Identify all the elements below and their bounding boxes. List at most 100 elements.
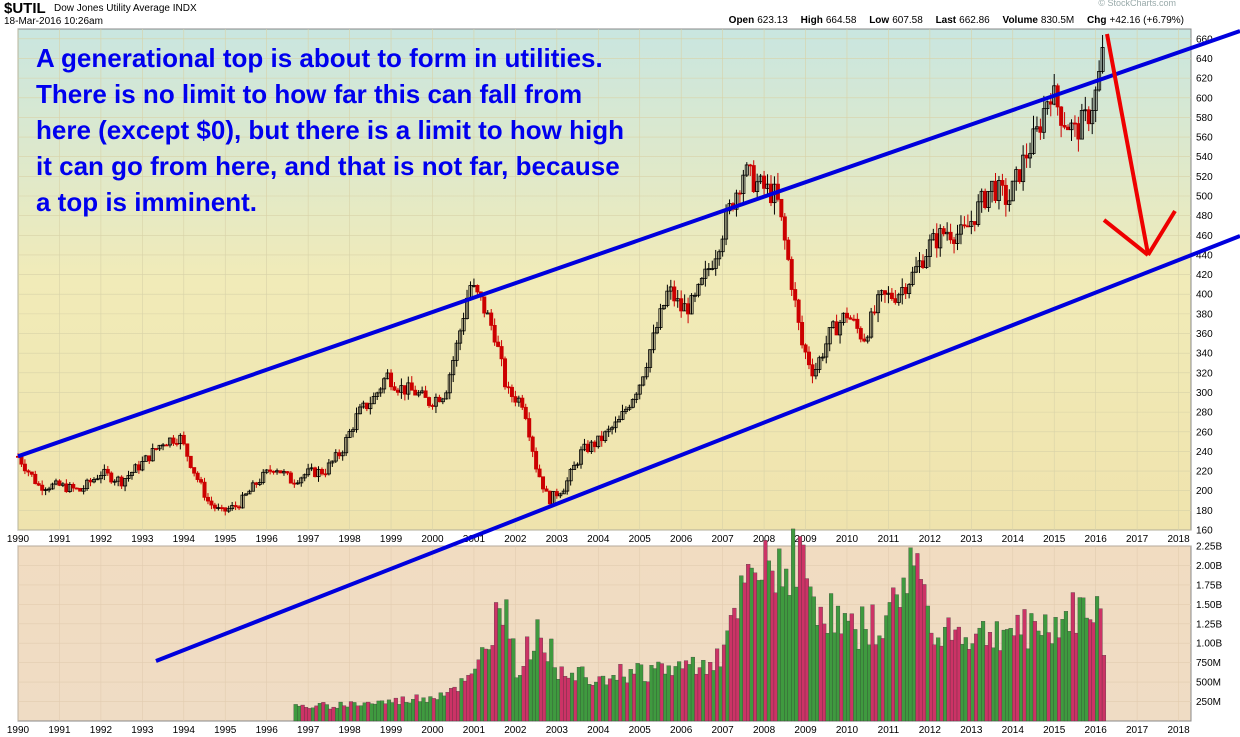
volume-x-tick-label: 1991	[48, 725, 71, 736]
volume-bar	[787, 595, 792, 722]
volume-bar	[835, 605, 841, 722]
volume-bar	[773, 592, 778, 722]
candle-body	[634, 393, 639, 400]
candle-body	[648, 349, 653, 368]
volume-bar	[628, 669, 633, 722]
candle-body	[243, 493, 248, 496]
volume-bar	[960, 644, 965, 722]
volume-bar	[369, 703, 374, 722]
candle-body	[530, 436, 535, 452]
candle-body	[789, 259, 794, 290]
candle-body	[672, 286, 677, 302]
candle-body	[520, 397, 525, 408]
open-value: 623.13	[757, 15, 788, 26]
candle-body	[810, 364, 815, 377]
volume-bar	[860, 606, 865, 722]
volume-bar	[307, 708, 312, 722]
candle-body	[938, 228, 943, 249]
volume-bar	[659, 663, 664, 722]
candle-body	[599, 435, 604, 442]
candle-body	[233, 505, 238, 508]
candle-body	[872, 311, 877, 314]
upper-channel-line	[17, 29, 1240, 459]
volume-bar	[518, 675, 523, 722]
volume-bar	[970, 643, 975, 722]
candle-body	[572, 464, 577, 470]
volume-bar	[711, 670, 716, 722]
volume-bar	[366, 701, 371, 722]
volume-bar	[507, 638, 512, 722]
volume-bar	[822, 623, 827, 722]
candle-body	[513, 396, 518, 403]
candle-body	[250, 482, 255, 492]
volume-bar	[583, 677, 588, 722]
candle-body	[292, 482, 297, 485]
volume-bar	[849, 613, 854, 722]
chg-value: +42.16 (+6.79%)	[1109, 15, 1185, 26]
price-x-tick-label: 1999	[380, 534, 403, 545]
candle-body	[720, 238, 725, 253]
volume-x-tick-label: 2009	[794, 725, 817, 736]
volume-x-tick-label: 2008	[753, 725, 776, 736]
candle-body	[313, 467, 318, 478]
volume-bar	[877, 635, 882, 722]
volume-bar	[749, 567, 754, 722]
volume-bar	[504, 599, 509, 722]
candle-body	[496, 341, 501, 347]
candle-body	[914, 266, 919, 273]
volume-bar	[649, 665, 654, 722]
price-x-tick-label: 2012	[919, 534, 942, 545]
volume-bar	[618, 664, 623, 722]
candle-body	[696, 283, 701, 296]
candle-body	[1045, 101, 1050, 110]
volume-bar	[911, 565, 917, 722]
candle-body	[544, 488, 549, 492]
candle-body	[136, 464, 141, 471]
volume-bar	[898, 607, 903, 722]
last-label: Last	[935, 15, 957, 26]
volume-bar	[656, 661, 661, 722]
candle-body	[717, 251, 722, 260]
price-y-tick-label: 660	[1196, 34, 1213, 45]
volume-bar	[324, 704, 329, 722]
volume-bar	[742, 582, 747, 722]
volume-bar	[535, 619, 540, 722]
candle-body	[181, 434, 186, 445]
candle-body	[537, 468, 542, 478]
volume-bar	[542, 652, 547, 722]
volume-x-tick-label: 2001	[463, 725, 486, 736]
candle-body	[295, 482, 300, 485]
candle-body	[285, 471, 290, 474]
volume-bar	[701, 659, 706, 722]
price-x-tick-label: 1992	[90, 534, 113, 545]
volume-bar	[514, 677, 519, 722]
volume-bar	[621, 676, 626, 722]
volume-bar	[1050, 643, 1055, 722]
volume-bar	[839, 633, 844, 722]
candle-body	[1021, 154, 1026, 183]
candle-body	[596, 435, 601, 448]
volume-bar	[317, 703, 322, 722]
candle-body	[489, 312, 494, 326]
price-x-tick-label: 2009	[794, 534, 817, 545]
price-y-tick-label: 200	[1196, 486, 1213, 497]
volume-bar	[645, 681, 651, 722]
candle-body	[737, 192, 742, 195]
volume-bar	[314, 705, 319, 722]
candle-body	[1086, 109, 1091, 125]
volume-x-tick-label: 1994	[173, 725, 196, 736]
price-y-tick-label: 620	[1196, 74, 1213, 85]
volume-bar	[690, 656, 695, 722]
volume-bar	[759, 579, 765, 722]
price-y-tick-label: 220	[1196, 467, 1213, 478]
candle-body	[806, 351, 811, 366]
volume-bar	[411, 699, 416, 722]
candle-body	[395, 389, 400, 393]
volume-bar	[867, 644, 872, 722]
candle-body	[371, 396, 376, 405]
volume-bar	[1012, 635, 1017, 722]
candle-body	[710, 268, 715, 270]
candle-body	[983, 190, 988, 208]
volume-bar	[984, 645, 989, 722]
candle-body	[523, 406, 528, 419]
